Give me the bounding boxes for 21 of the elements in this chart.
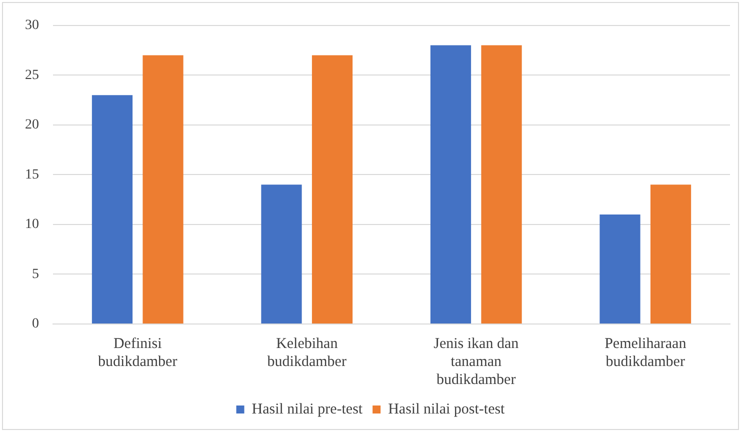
bar bbox=[430, 45, 472, 324]
y-tick-label: 15 bbox=[25, 167, 39, 182]
x-tick-label: Definisi budikdamber bbox=[98, 336, 178, 370]
bar bbox=[142, 55, 184, 324]
y-tick-label: 30 bbox=[25, 18, 39, 34]
bar bbox=[481, 45, 522, 324]
y-tick-label: 5 bbox=[32, 266, 39, 282]
legend-label: Hasil nilai post-test bbox=[388, 401, 506, 418]
y-tick-label: 20 bbox=[25, 118, 39, 133]
y-tick-label: 25 bbox=[25, 68, 39, 83]
x-tick-label: Jenis ikan dan tanaman budikdamber bbox=[434, 336, 520, 388]
bar bbox=[92, 95, 133, 324]
legend-label: Hasil nilai pre-test bbox=[252, 401, 364, 418]
y-tick-label: 10 bbox=[25, 217, 39, 232]
bar bbox=[650, 184, 692, 324]
bar bbox=[312, 55, 353, 324]
bar bbox=[261, 184, 302, 324]
y-tick-label: 0 bbox=[32, 316, 39, 332]
bar bbox=[600, 214, 640, 324]
x-tick-label: Pemeliharaan budikdamber bbox=[604, 336, 687, 370]
x-tick-label: Kelebihan budikdamber bbox=[267, 336, 346, 370]
